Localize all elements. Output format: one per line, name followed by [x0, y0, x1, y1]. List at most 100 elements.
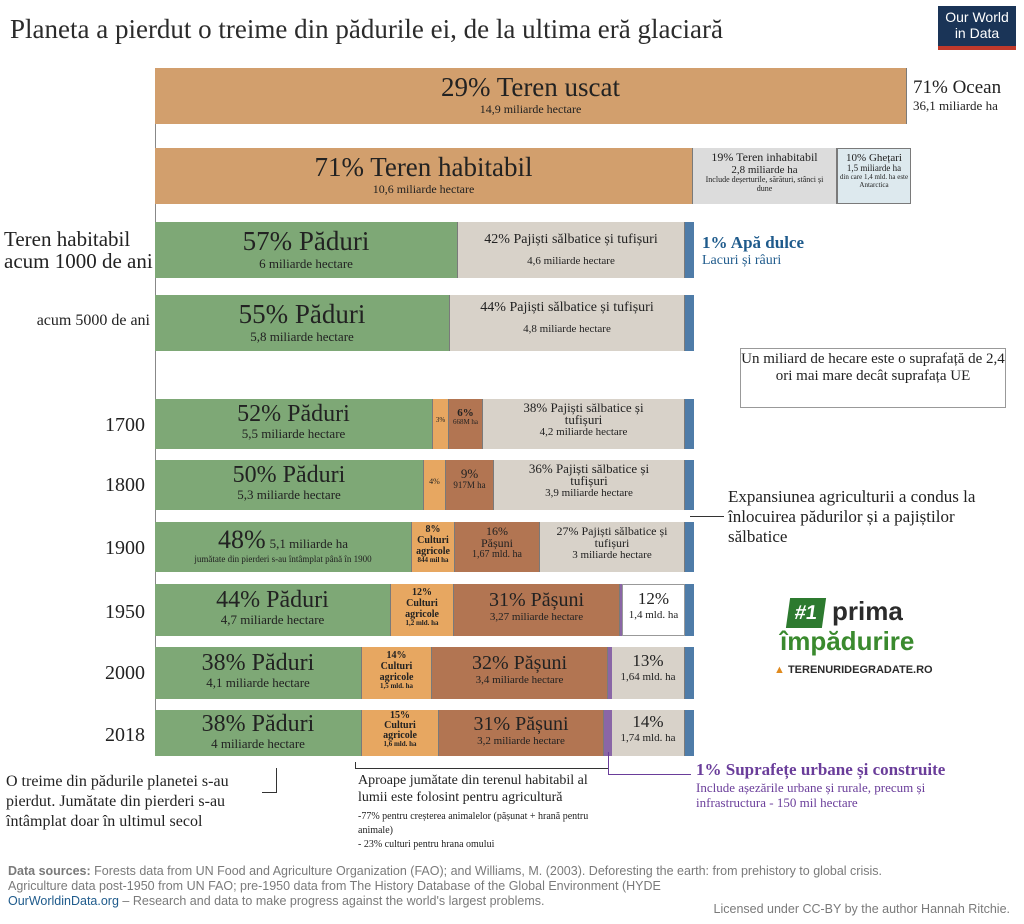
bar-forest: 48% 5,1 miliarde ha jumătate din pierder… [155, 522, 412, 572]
bar-sub: 10,6 miliarde hectare [372, 181, 475, 196]
bar-label-2: 5,1 miliarde ha [269, 536, 348, 551]
bar-sub: 3,2 miliarde hectare [477, 735, 565, 747]
bar-sub: 917M ha [453, 480, 486, 491]
bar-freshwater [685, 295, 694, 351]
bar-label: 71% Ocean [913, 77, 1002, 98]
bar-label: 13% [632, 651, 664, 670]
bar-sub: 5,5 miliarde hectare [241, 426, 346, 442]
urban-title: 1% Suprafețe urbane și construite [696, 760, 946, 779]
row-label-1000: Teren habitabil acum 1000 de ani [4, 228, 154, 272]
bar-crops: 15% Culturi agricole 1,6 mld. ha [362, 710, 439, 756]
bar-sub: jumătate din pierderi s-au întâmplat pân… [194, 553, 372, 564]
row-label-1800: 1800 [105, 474, 145, 496]
bar-label: 14% [632, 712, 664, 731]
bar-sub: 668M ha [452, 418, 479, 427]
bar-sub: 36,1 miliarde ha [913, 97, 998, 113]
bar-sub: 4,2 miliarde hectare [539, 426, 628, 438]
owid-logo[interactable]: Our World in Data [938, 6, 1016, 50]
bar-label: 27% Pajiști sălbatice și tufișuri [556, 524, 668, 550]
bar-crops: 4% [424, 460, 446, 510]
bar-sub: 3,4 miliarde hectare [475, 674, 564, 686]
bar-crops: 8% Culturi agricole 844 mil ha [412, 522, 455, 572]
row-land-ocean: 29% Teren uscat 14,9 miliarde hectare 71… [155, 68, 1024, 124]
bar-pasture: 31% Pășuni 3,2 miliarde hectare [439, 710, 604, 756]
bar-pasture: 32% Pășuni 3,4 miliarde hectare [432, 647, 608, 699]
row-2018: 38% Păduri 4 miliarde hectare 15% Cultur… [155, 710, 694, 756]
badge-line1: prima [832, 596, 903, 626]
bar-label: 38% Păduri [201, 650, 315, 676]
footer-sources-2: Agriculture data post-1950 from UN FAO; … [8, 879, 661, 893]
expansion-note: Expansiunea agriculturii a condus la înl… [728, 487, 976, 546]
bar-label: 38% Pajiști sălbatice și tufișuri [523, 400, 644, 427]
bar-sub: 1,64 mld. ha [620, 670, 676, 683]
bar-urban [604, 710, 612, 756]
bar-forest: 57% Păduri 6 miliarde hectare [155, 222, 458, 278]
urban-note: 1% Suprafețe urbane și construite Includ… [696, 760, 996, 810]
row-2000: 38% Păduri 4,1 miliarde hectare 14% Cult… [155, 647, 694, 699]
bar-label: 19% Teren inhabitabil [711, 150, 818, 164]
bar-label: 71% Teren habitabil [314, 152, 533, 182]
bar-forest: 44% Păduri 4,7 miliarde hectare [155, 584, 391, 636]
bar-label: 29% Teren uscat [440, 72, 621, 102]
bar-label: 12% Culturi agricole [405, 587, 439, 620]
bar-sub: 3,9 miliarde hectare [545, 487, 633, 499]
bar-label: 15% Culturi agricole [383, 710, 417, 741]
bar-label: 32% Pășuni [472, 652, 567, 674]
eu-comparison-note: Un miliard de hecare este o suprafață de… [740, 348, 1006, 408]
urban-connector [608, 752, 691, 775]
bar-crops: 12% Culturi agricole 1,2 mld. ha [391, 584, 454, 636]
row-label-2000: 2000 [105, 662, 145, 684]
footer: Data sources: Forests data from UN Food … [8, 864, 1018, 909]
badge-site[interactable]: ▲ TERENURIDEGRADATE.RO [774, 664, 933, 676]
footer-sources: Data sources: Forests data from UN Food … [8, 864, 1018, 879]
bar-grassland: 14% 1,74 mld. ha [612, 710, 685, 756]
sources-label: Data sources: [8, 864, 91, 878]
bar-sub: 4 miliarde hectare [211, 736, 305, 752]
row-habitable: 71% Teren habitabil 10,6 miliarde hectar… [155, 148, 911, 204]
bar-forest: 55% Păduri 5,8 miliarde hectare [155, 295, 450, 351]
bar-label: 55% Păduri [238, 299, 366, 329]
freshwater-title: 1% Apă dulce [702, 233, 805, 252]
urban-sub: Include așezările urbane și rurale, prec… [696, 780, 926, 810]
bar-label: 9% [460, 466, 479, 481]
bar-sub: 4,1 miliarde hectare [206, 675, 310, 691]
bar-label: 42% Pajiști sălbatice și tufișuri [484, 232, 658, 247]
bar-grassland: 36% Pajiști sălbatice și tufișuri 3,9 mi… [494, 460, 685, 510]
tagline: – Research and data to make progress aga… [118, 894, 545, 908]
site-link[interactable]: OurWorldinData.org [8, 894, 119, 908]
bar-pasture: 16% Pășuni 1,67 mld. ha [455, 522, 540, 572]
bar-sub: 3,27 miliarde hectare [489, 611, 584, 623]
row-1000: 57% Păduri 6 miliarde hectare 42% Pajișt… [155, 222, 694, 278]
bar-sub: 1,4 mld. ha [628, 608, 679, 621]
row-label-2018: 2018 [105, 724, 145, 746]
bar-sub: 4,6 miliarde hectare [527, 255, 615, 268]
row-label-1900: 1900 [105, 537, 145, 559]
bar-label: 44% Pajiști sălbatice și tufișuri [480, 300, 654, 315]
freshwater-annotation: 1% Apă dulce Lacuri și râuri [702, 233, 804, 269]
bar-uninhabitable: 19% Teren inhabitabil 2,8 miliarde ha In… [693, 148, 837, 204]
bar-habitable: 71% Teren habitabil 10,6 miliarde hectar… [155, 148, 693, 204]
logo-line2: in Data [954, 25, 1000, 41]
bar-label: 3% [435, 416, 446, 424]
prima-impadurire-badge[interactable]: #1 prima împădurire ▲ TERENURIDEGRADATE.… [774, 596, 958, 690]
bar-label: 16% Pășuni [480, 524, 513, 550]
bar-sub: 6 miliarde hectare [259, 255, 353, 271]
row-label-text: Teren habitabil acum 1000 de ani [4, 227, 153, 273]
bar-sub: 4,7 miliarde hectare [220, 612, 325, 628]
chart-title: Planeta a pierdut o treime din pădurile … [10, 14, 723, 44]
agriculture-note: Aproape jumătate din terenul habitabil a… [358, 772, 616, 852]
bar-label: 4% [429, 477, 440, 486]
bar-label: 10% Ghețari [846, 152, 902, 164]
logo-line1: Our World [945, 9, 1009, 25]
footer-site-line: OurWorldinData.org – Research and data t… [8, 894, 1018, 909]
bar-crops: 3% [433, 399, 449, 449]
license-note[interactable]: Licensed under CC-BY by the author Hanna… [713, 902, 1010, 916]
bar-sub: 5,3 miliarde hectare [237, 487, 341, 503]
bar-freshwater [685, 399, 694, 449]
row-1950: 44% Păduri 4,7 miliarde hectare 12% Cult… [155, 584, 694, 636]
bar-label: 50% Păduri [232, 462, 346, 488]
bar-sub: 1,5 miliarde ha [846, 163, 902, 174]
bar-label: 31% Pășuni [489, 589, 584, 611]
bar-label: 6% [457, 407, 474, 419]
